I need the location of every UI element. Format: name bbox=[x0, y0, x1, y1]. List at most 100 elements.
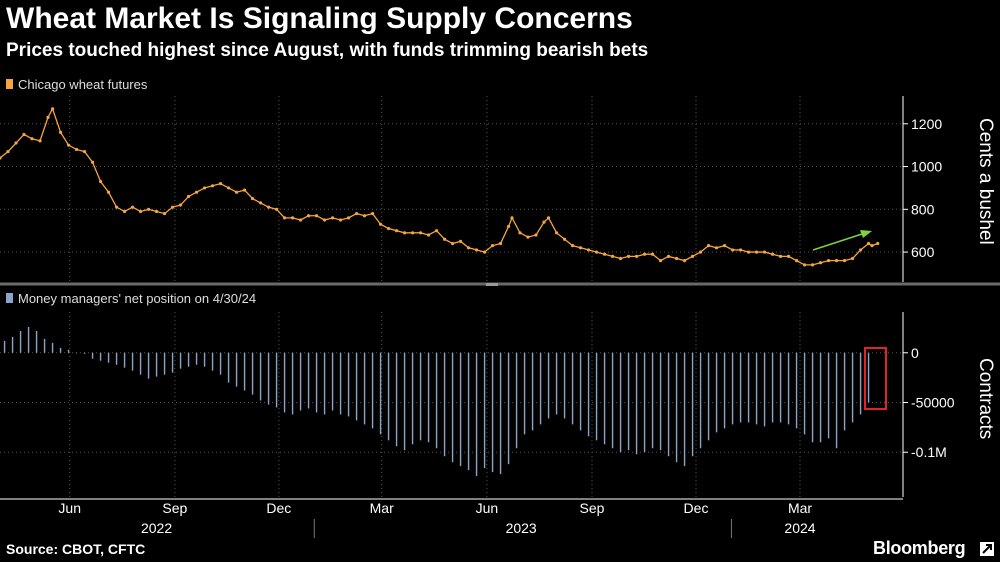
x-year-label: 2023 bbox=[506, 520, 537, 536]
position-legend-swatch bbox=[6, 293, 13, 303]
price-point bbox=[22, 132, 26, 137]
price-point bbox=[394, 229, 399, 233]
price-point bbox=[290, 216, 295, 220]
price-point bbox=[234, 190, 239, 194]
price-point bbox=[98, 179, 103, 184]
price-y-tick-label: 1000 bbox=[911, 159, 942, 175]
price-point bbox=[642, 252, 647, 256]
trend-arrow bbox=[812, 230, 872, 251]
price-line-group bbox=[0, 107, 880, 267]
price-point bbox=[698, 250, 703, 254]
price-point bbox=[442, 237, 447, 241]
price-point bbox=[30, 137, 34, 141]
price-point bbox=[634, 254, 639, 258]
price-point bbox=[610, 254, 615, 258]
price-point bbox=[122, 209, 127, 214]
x-month-label: Mar bbox=[370, 500, 394, 516]
price-point bbox=[498, 241, 503, 246]
position-axis-title: Contracts bbox=[975, 358, 996, 439]
price-point bbox=[306, 214, 311, 218]
price-point bbox=[242, 188, 247, 192]
price-point bbox=[650, 252, 655, 256]
price-point bbox=[834, 259, 839, 263]
price-point bbox=[722, 244, 727, 248]
price-point bbox=[818, 261, 823, 265]
price-point bbox=[178, 203, 183, 207]
price-y-tick-label: 1200 bbox=[911, 116, 942, 132]
price-point bbox=[266, 205, 271, 209]
price-point bbox=[402, 231, 407, 235]
price-point bbox=[426, 233, 431, 237]
price-point bbox=[730, 248, 735, 252]
price-point bbox=[0, 156, 2, 160]
price-point bbox=[682, 259, 687, 263]
price-point bbox=[154, 209, 159, 214]
price-point bbox=[754, 250, 759, 254]
price-point bbox=[386, 226, 391, 231]
price-point bbox=[554, 231, 559, 235]
position-bars bbox=[3, 326, 870, 477]
price-line bbox=[0, 107, 878, 266]
price-point bbox=[46, 115, 50, 119]
price-point bbox=[114, 205, 119, 209]
position-y-tick-label: -50000 bbox=[911, 395, 955, 411]
x-month-label: Sep bbox=[580, 500, 605, 516]
price-point bbox=[506, 224, 511, 229]
price-point bbox=[658, 259, 663, 263]
price-point bbox=[354, 211, 359, 216]
price-y-tick-label: 600 bbox=[911, 244, 935, 260]
bloomberg-mark-icon bbox=[980, 542, 994, 556]
price-point bbox=[170, 205, 175, 209]
price-point bbox=[810, 263, 815, 267]
price-point bbox=[526, 235, 530, 239]
price-point bbox=[338, 218, 343, 222]
price-point bbox=[82, 149, 87, 154]
price-panel-grid bbox=[0, 96, 903, 282]
price-point bbox=[90, 160, 95, 164]
price-point bbox=[186, 194, 191, 199]
price-point bbox=[546, 216, 551, 220]
price-legend-swatch bbox=[6, 79, 13, 89]
price-point bbox=[738, 248, 743, 252]
price-point bbox=[542, 220, 546, 224]
price-point bbox=[274, 207, 279, 211]
price-point bbox=[474, 248, 479, 252]
price-point bbox=[858, 248, 863, 252]
chart-title: Wheat Market Is Signaling Supply Concern… bbox=[6, 2, 633, 35]
price-point bbox=[482, 250, 487, 254]
price-point bbox=[250, 197, 255, 201]
position-y-tick-label: -0.1M bbox=[911, 444, 947, 460]
x-year-label: 2024 bbox=[784, 520, 815, 536]
price-point bbox=[666, 254, 671, 258]
price-point bbox=[602, 252, 607, 256]
price-y-tick-label: 800 bbox=[911, 201, 935, 217]
source-note: Source: CBOT, CFTC bbox=[6, 541, 146, 557]
price-point bbox=[594, 250, 599, 254]
panel-resize-handle bbox=[486, 283, 498, 286]
price-point bbox=[786, 254, 791, 258]
price-point bbox=[66, 143, 71, 147]
price-point bbox=[218, 182, 223, 186]
price-point bbox=[202, 186, 207, 190]
price-point bbox=[562, 237, 567, 241]
price-point bbox=[578, 246, 583, 250]
position-y-tick-label: 0 bbox=[911, 345, 919, 361]
price-point bbox=[14, 141, 18, 145]
price-point bbox=[714, 246, 719, 250]
price-point bbox=[778, 254, 783, 258]
price-axis-title: Cents a bushel bbox=[975, 118, 996, 245]
price-point bbox=[842, 259, 847, 263]
price-point bbox=[370, 211, 375, 216]
price-point bbox=[314, 214, 319, 218]
price-point bbox=[322, 218, 327, 222]
price-point bbox=[794, 259, 799, 263]
x-month-label: Jun bbox=[476, 500, 499, 516]
price-point bbox=[586, 248, 591, 252]
price-point bbox=[570, 244, 575, 248]
price-point bbox=[518, 231, 522, 235]
position-panel-grid bbox=[0, 312, 903, 497]
price-point bbox=[106, 190, 111, 194]
price-point bbox=[418, 231, 423, 235]
price-point bbox=[850, 256, 855, 261]
